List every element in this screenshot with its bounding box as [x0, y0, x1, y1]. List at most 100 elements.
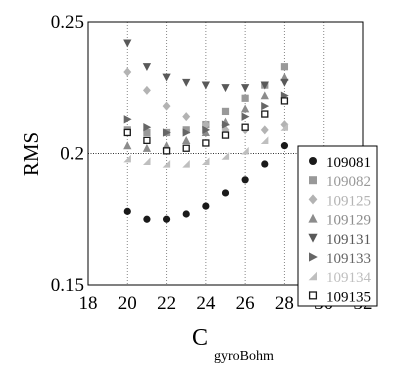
- data-point: [143, 128, 151, 137]
- data-point: [182, 144, 190, 152]
- data-point: [261, 102, 270, 111]
- y-tick-label: 0.15: [51, 275, 84, 296]
- series-109135: [123, 97, 289, 155]
- data-point: [143, 123, 152, 132]
- legend-label: 109125: [326, 193, 371, 209]
- data-point: [201, 157, 210, 165]
- data-point: [162, 147, 171, 155]
- data-point: [182, 78, 191, 87]
- legend-marker: [308, 291, 318, 300]
- data-point: [162, 215, 171, 223]
- legend-label: 109134: [326, 270, 372, 286]
- data-point: [182, 128, 191, 137]
- data-point: [260, 136, 269, 144]
- data-point: [142, 85, 151, 95]
- data-point: [260, 81, 269, 90]
- legend-label: 109129: [326, 213, 371, 229]
- data-point: [123, 141, 132, 150]
- data-point: [123, 154, 131, 163]
- data-point: [123, 39, 132, 48]
- data-point: [143, 136, 151, 145]
- legend-marker: [309, 157, 317, 165]
- data-point: [221, 125, 230, 135]
- data-point: [280, 97, 289, 105]
- data-point: [162, 160, 171, 168]
- data-point: [280, 120, 289, 130]
- legend: 109081 109082 109125 109129 109131 109133 1091…: [297, 145, 378, 307]
- legend-marker: [309, 176, 317, 185]
- legend-label: 109133: [326, 251, 371, 267]
- x-tick-label: 22: [157, 293, 176, 314]
- legend-marker: [308, 271, 317, 281]
- data-point: [241, 176, 249, 184]
- data-point: [182, 112, 191, 122]
- data-point: [260, 125, 269, 135]
- data-point: [143, 215, 151, 223]
- legend-item: 109133: [309, 251, 371, 267]
- series-109125: [123, 67, 289, 135]
- data-point: [221, 120, 230, 129]
- data-point: [241, 84, 250, 93]
- x-axis-label: C: [192, 325, 208, 351]
- legend-item: 109129: [308, 213, 371, 229]
- data-point: [202, 139, 210, 147]
- legend-marker: [308, 233, 318, 243]
- data-point: [123, 67, 132, 77]
- y-tick-label: 0.25: [51, 12, 84, 33]
- series-109129: [123, 72, 289, 152]
- data-point: [162, 73, 171, 82]
- data-point: [123, 115, 132, 124]
- x-tick-label: 18: [79, 293, 98, 314]
- legend-item: 109131: [308, 232, 371, 248]
- legend-item: 109135: [308, 289, 371, 305]
- data-point: [241, 112, 250, 121]
- data-point: [221, 107, 230, 116]
- legend-marker: [309, 252, 318, 262]
- data-point: [162, 128, 171, 137]
- data-point: [261, 160, 269, 168]
- data-point: [142, 157, 151, 165]
- data-point: [221, 152, 230, 160]
- x-tick-label: 26: [236, 293, 255, 314]
- legend-marker: [308, 194, 318, 205]
- data-point: [182, 126, 190, 134]
- data-point: [280, 142, 289, 150]
- data-point: [221, 131, 230, 139]
- data-point: [280, 78, 289, 87]
- data-point: [261, 110, 269, 118]
- data-point: [241, 94, 249, 102]
- legend-item: 109082: [309, 174, 371, 190]
- data-point: [142, 63, 152, 72]
- data-point: [162, 101, 171, 111]
- legend-label: 109081: [326, 155, 371, 171]
- data-point: [182, 210, 190, 218]
- x-tick-label: 24: [196, 293, 216, 314]
- data-point: [202, 202, 210, 210]
- data-point: [182, 160, 190, 168]
- x-tick-label: 20: [118, 293, 137, 314]
- data-point: [201, 120, 210, 130]
- data-point: [280, 63, 289, 71]
- legend-label: 109082: [326, 174, 371, 190]
- data-point: [280, 72, 289, 81]
- data-point: [221, 84, 230, 93]
- axis-ticks: 18202224262830320.150.20.25: [51, 12, 373, 314]
- legend-marker: [308, 213, 318, 223]
- legend-item: 109134: [308, 270, 372, 286]
- data-point: [201, 128, 210, 137]
- data-point: [142, 143, 152, 152]
- legend-label: 109131: [326, 232, 371, 248]
- series-109134: [123, 123, 289, 168]
- data-point: [123, 128, 131, 137]
- data-point: [123, 207, 131, 215]
- legend-item: 109125: [308, 193, 371, 209]
- data-point: [182, 136, 191, 144]
- x-tick-label: 28: [275, 293, 294, 314]
- y-axis-label: RMS: [19, 132, 43, 176]
- data-point: [221, 189, 230, 197]
- x-axis-label-subscript: gyroBohm: [214, 349, 274, 364]
- legend-label: 109135: [326, 289, 371, 305]
- data-point: [280, 123, 289, 131]
- series-109081: [123, 142, 289, 223]
